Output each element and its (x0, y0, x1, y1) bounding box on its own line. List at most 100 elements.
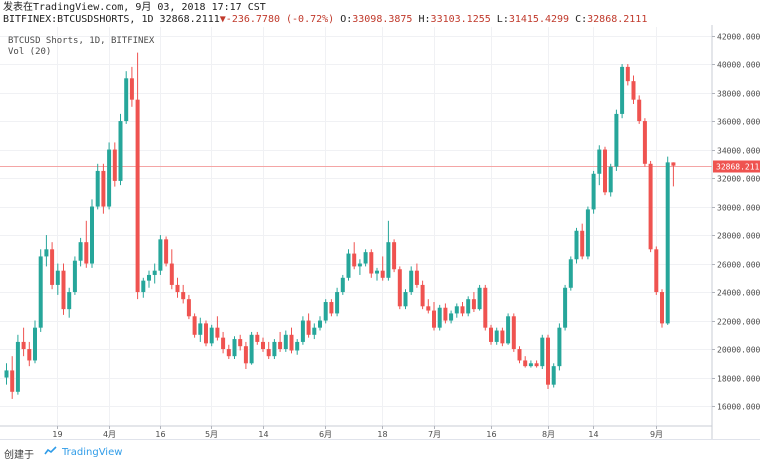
candle-body (318, 320, 322, 328)
candle-body (357, 263, 362, 267)
candle-body (414, 270, 419, 285)
candle-body (631, 81, 636, 100)
candle-body (158, 239, 163, 271)
candle (152, 263, 157, 284)
candle (471, 292, 476, 312)
candle-body (283, 334, 288, 350)
candle-body (477, 287, 482, 310)
tradingview-brand-text: TradingView (62, 447, 123, 458)
candle-body (426, 306, 431, 311)
candle-body (375, 270, 379, 274)
close-label: C: (575, 14, 588, 25)
candle (489, 324, 493, 345)
candle (84, 220, 89, 268)
candle-body (580, 230, 585, 257)
candle (534, 360, 539, 368)
series-legend: BTCUSD Shorts, 1D, BITFINEX (8, 36, 155, 46)
candle (620, 64, 625, 119)
symbol-label: BITFINEX:BTCUSDSHORTS, 1D (3, 14, 154, 25)
y-tick-label: 20000.0000 (717, 346, 760, 355)
open-value: 33098.3875 (352, 14, 413, 25)
candle-body (352, 253, 357, 267)
candle (426, 299, 431, 314)
candle-body (232, 339, 237, 357)
candle-body (642, 121, 647, 164)
candle-body (654, 249, 659, 293)
candle-body (409, 270, 414, 293)
candle-body (671, 162, 676, 166)
published-line: 发表在TradingView.com, 9月 03, 2018 17:17 CS… (3, 2, 266, 13)
time-axis: 19 4月 16 5月 14 6月 18 7月 16 8月 14 9月 (0, 425, 712, 439)
candle (551, 363, 556, 388)
last-price-label-text: 32868.2111 (716, 163, 760, 172)
candle-body (181, 292, 186, 300)
candlestick-chart[interactable]: 16000.0000 18000.0000 20000.0000 22000.0000… (0, 0, 760, 439)
candle (124, 71, 129, 124)
candle (306, 313, 311, 338)
candle (27, 341, 32, 367)
x-tick-label: 19 (52, 430, 62, 439)
candle (261, 337, 265, 352)
candle (255, 331, 260, 345)
candle-body (164, 239, 169, 264)
candle-body (261, 341, 265, 350)
candle (101, 163, 106, 214)
candle (397, 266, 402, 310)
candles (4, 52, 676, 399)
candle-body (249, 334, 254, 364)
candle (232, 336, 237, 360)
candle-body (90, 206, 94, 264)
candle (420, 280, 425, 310)
candle (546, 334, 550, 389)
candle (209, 324, 214, 347)
candle (335, 287, 340, 317)
candle (300, 316, 305, 345)
candle (454, 303, 459, 318)
candle (654, 246, 659, 295)
candle (665, 156, 670, 325)
x-tick-label: 14 (588, 430, 598, 439)
candle (557, 323, 562, 371)
candle (90, 199, 94, 268)
candle (186, 294, 191, 320)
candle-body (494, 330, 499, 342)
candle (500, 327, 505, 347)
candle (432, 302, 436, 331)
tradingview-brand-link[interactable]: TradingView (44, 446, 122, 458)
x-tick-label: 4月 (103, 430, 116, 439)
candle (585, 206, 590, 260)
candle (466, 296, 471, 317)
candle (625, 64, 630, 86)
candle-body (597, 149, 602, 174)
candle (483, 284, 488, 331)
candle (574, 227, 579, 264)
candle-body (243, 346, 248, 364)
candle-body (637, 99, 642, 122)
y-tick-label: 42000.0000 (717, 33, 760, 42)
candle-body (466, 299, 471, 314)
low-label: L: (496, 14, 509, 25)
candle-body (620, 66, 625, 114)
candle (511, 313, 516, 352)
candle (517, 346, 522, 364)
candle-body (272, 341, 277, 357)
candle-body (192, 316, 197, 335)
x-tick-label: 8月 (542, 430, 555, 439)
candle-body (483, 287, 488, 328)
candle-body (312, 327, 317, 335)
candle-body (129, 78, 134, 100)
high-value: 33103.1255 (430, 14, 491, 25)
y-tick-label: 38000.0000 (717, 90, 760, 99)
y-tick-label: 40000.0000 (717, 61, 760, 70)
candle (141, 277, 146, 298)
candle (323, 299, 328, 324)
candle (15, 334, 20, 395)
x-tick-label: 6月 (319, 430, 332, 439)
candle-body (568, 259, 573, 288)
candle-body (574, 230, 579, 260)
candle (460, 302, 465, 317)
volume-legend: Vol (20) (8, 47, 52, 57)
candle-body (38, 256, 43, 328)
candle (597, 145, 602, 186)
candle (671, 162, 676, 187)
